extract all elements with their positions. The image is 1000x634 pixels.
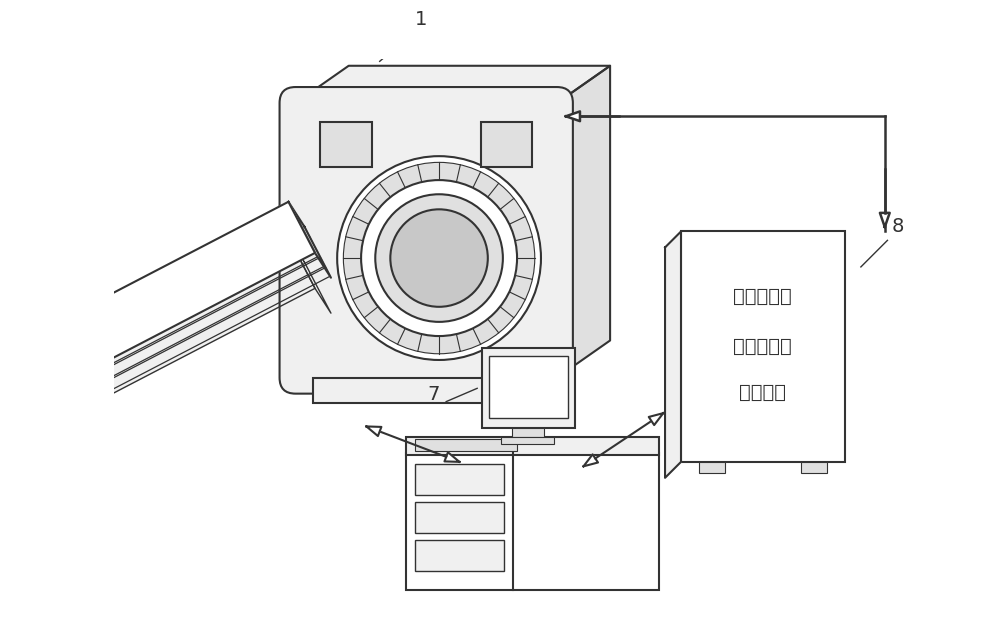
FancyBboxPatch shape bbox=[280, 87, 573, 394]
Bar bbox=[313, 378, 539, 403]
Circle shape bbox=[337, 156, 541, 360]
Bar bbox=[415, 501, 504, 533]
Bar bbox=[415, 463, 504, 495]
Text: 符合系统: 符合系统 bbox=[739, 384, 786, 402]
Polygon shape bbox=[444, 452, 459, 462]
Text: 前端放大与: 前端放大与 bbox=[733, 337, 792, 356]
Bar bbox=[501, 437, 554, 444]
Bar bbox=[406, 437, 659, 455]
Circle shape bbox=[375, 194, 503, 322]
Polygon shape bbox=[557, 66, 610, 378]
Bar bbox=[681, 231, 845, 462]
Polygon shape bbox=[77, 257, 325, 392]
Text: 电子学系统: 电子学系统 bbox=[733, 287, 792, 306]
Bar bbox=[320, 122, 372, 167]
Bar bbox=[512, 428, 544, 437]
Polygon shape bbox=[880, 213, 890, 227]
Polygon shape bbox=[366, 427, 381, 436]
Circle shape bbox=[343, 162, 535, 354]
Bar bbox=[415, 439, 517, 451]
Bar bbox=[406, 453, 659, 590]
Polygon shape bbox=[288, 237, 331, 313]
Polygon shape bbox=[665, 231, 681, 478]
Bar bbox=[415, 540, 504, 571]
Polygon shape bbox=[288, 202, 331, 278]
Polygon shape bbox=[296, 66, 610, 103]
Text: 7: 7 bbox=[428, 385, 440, 404]
Polygon shape bbox=[45, 328, 87, 404]
Circle shape bbox=[361, 180, 517, 336]
Circle shape bbox=[390, 209, 488, 307]
Polygon shape bbox=[61, 226, 309, 362]
Polygon shape bbox=[566, 112, 580, 121]
Text: 1: 1 bbox=[415, 10, 428, 29]
Polygon shape bbox=[45, 237, 315, 415]
Bar bbox=[481, 122, 532, 167]
Polygon shape bbox=[45, 202, 315, 380]
Polygon shape bbox=[649, 413, 663, 425]
Bar bbox=[482, 349, 575, 428]
Polygon shape bbox=[82, 268, 330, 403]
Polygon shape bbox=[66, 237, 314, 372]
Bar bbox=[699, 462, 725, 472]
Bar bbox=[801, 462, 827, 472]
Bar bbox=[489, 356, 568, 418]
Text: 8: 8 bbox=[892, 217, 904, 236]
Polygon shape bbox=[71, 247, 320, 382]
Polygon shape bbox=[584, 455, 598, 467]
